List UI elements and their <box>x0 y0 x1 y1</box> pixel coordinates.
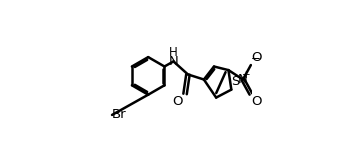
Text: H: H <box>169 46 178 59</box>
Text: N: N <box>238 73 248 86</box>
Text: O: O <box>252 51 262 64</box>
Text: N: N <box>168 55 178 68</box>
Text: S: S <box>231 75 239 88</box>
Text: O: O <box>172 95 183 108</box>
Text: +: + <box>242 71 251 80</box>
Text: −: − <box>251 52 260 65</box>
Text: O: O <box>252 95 262 108</box>
Text: Br: Br <box>112 108 127 121</box>
